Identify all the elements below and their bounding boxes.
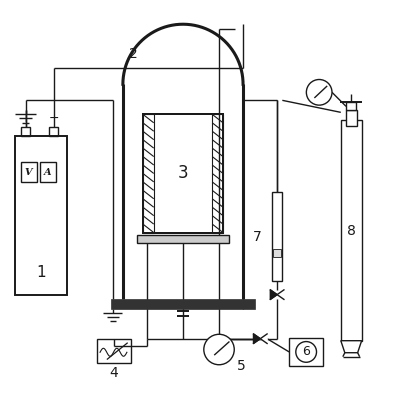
Bar (212, 114, 223, 233)
Bar (21, 163, 36, 183)
Circle shape (203, 334, 234, 365)
Bar (345, 111, 356, 126)
Polygon shape (269, 290, 276, 299)
Text: −: − (48, 112, 59, 125)
Bar (288, 338, 322, 366)
Bar (143, 114, 223, 233)
Bar (137, 235, 229, 243)
Bar (340, 121, 361, 341)
Bar (15, 136, 67, 295)
Text: A: A (44, 168, 52, 177)
Text: 8: 8 (346, 224, 355, 238)
Bar (272, 249, 280, 256)
Text: +: + (20, 112, 31, 125)
Bar (111, 299, 255, 309)
Polygon shape (276, 290, 283, 299)
Bar (345, 102, 356, 111)
Polygon shape (253, 334, 259, 344)
Text: V: V (25, 168, 32, 177)
Polygon shape (259, 334, 266, 344)
Bar (97, 339, 131, 363)
Bar (49, 127, 58, 136)
Bar (143, 114, 153, 233)
Bar (21, 127, 30, 136)
Text: 1: 1 (36, 265, 45, 280)
Text: 2: 2 (128, 47, 137, 61)
Circle shape (295, 342, 316, 362)
Circle shape (306, 80, 331, 105)
Bar (143, 114, 223, 233)
Bar (271, 193, 282, 281)
Text: 6: 6 (302, 345, 309, 359)
Bar (40, 163, 56, 183)
Text: 7: 7 (252, 229, 261, 244)
Text: 5: 5 (236, 359, 245, 372)
Polygon shape (340, 341, 361, 353)
Text: 3: 3 (177, 164, 188, 183)
Text: 4: 4 (109, 366, 118, 380)
